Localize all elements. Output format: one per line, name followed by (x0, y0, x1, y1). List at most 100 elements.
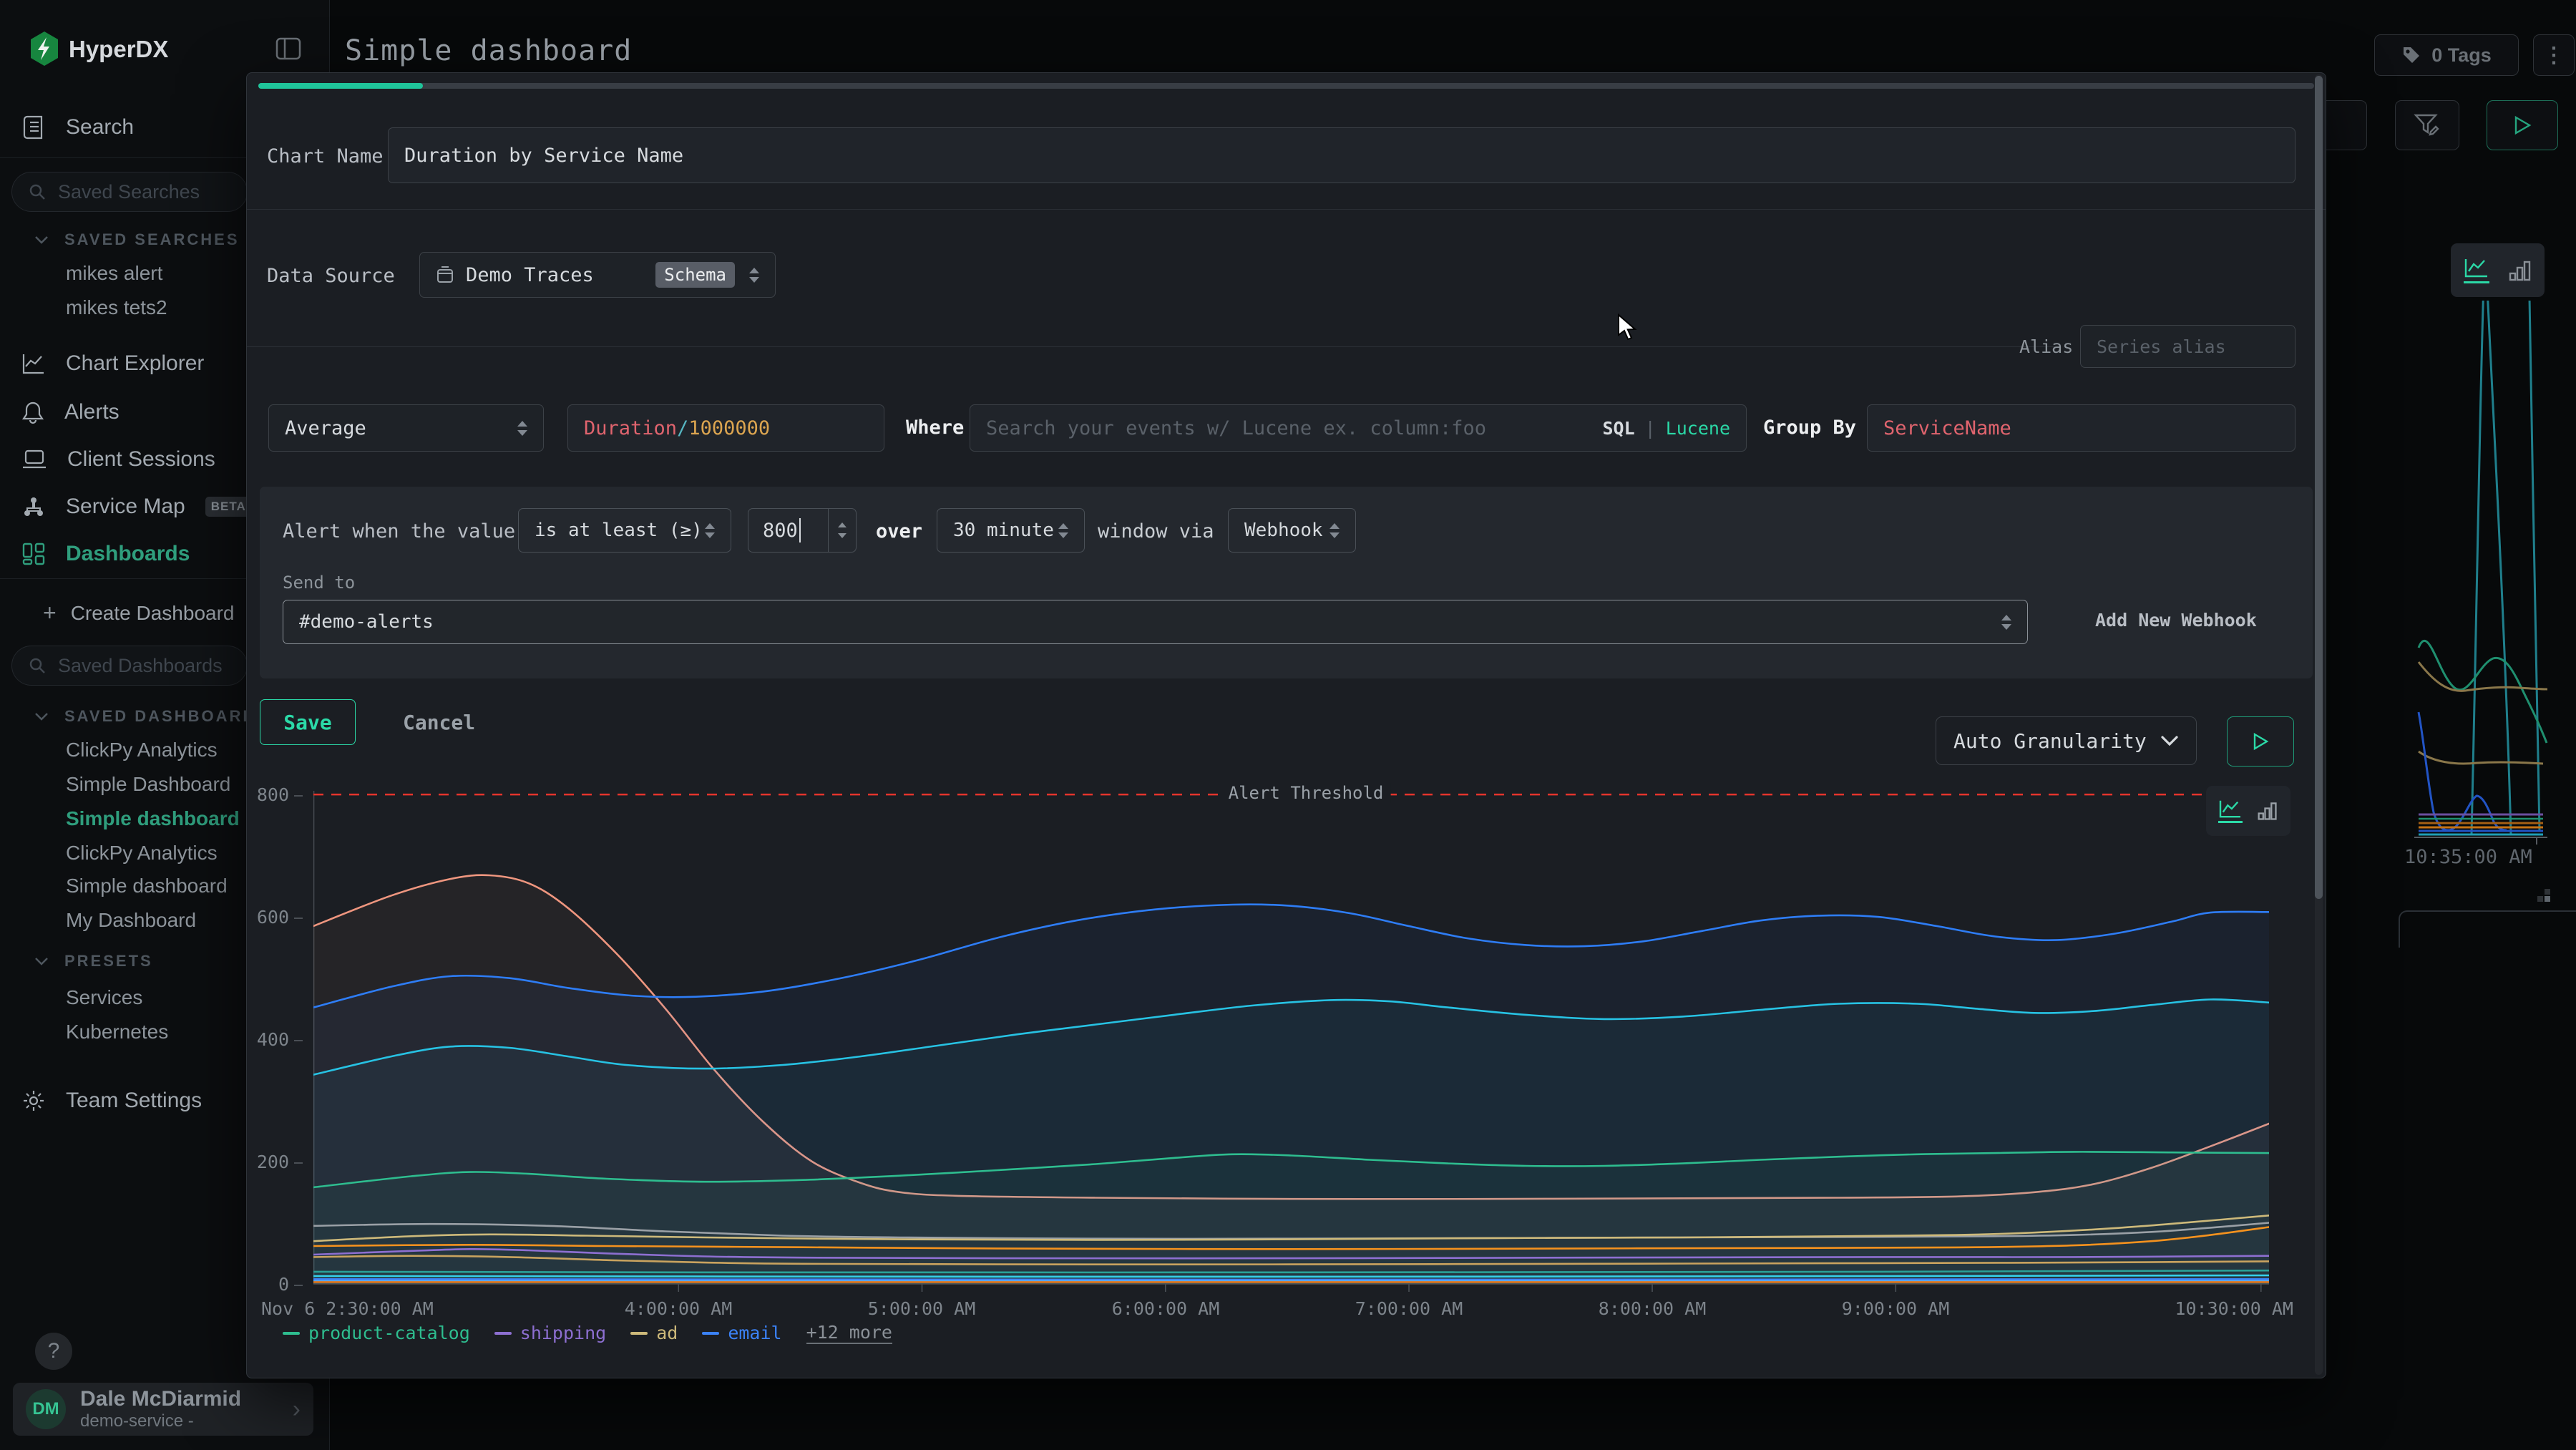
page-title: Simple dashboard (345, 34, 632, 67)
legend-item[interactable]: email (702, 1323, 781, 1343)
hyperdx-logo-icon (29, 31, 60, 66)
chevron-down-icon (2160, 735, 2179, 746)
mouse-cursor (1616, 313, 1641, 342)
legend-more-link[interactable]: +12 more (806, 1322, 892, 1344)
group-by-label: Group By (1763, 417, 1856, 439)
resize-handle-icon[interactable] (2536, 887, 2552, 903)
alert-channel-select[interactable]: Webhook (1228, 508, 1356, 553)
text-caret (799, 518, 801, 542)
add-new-webhook-button[interactable]: Add New Webhook (2095, 610, 2257, 631)
granularity-select[interactable]: Auto Granularity (1936, 716, 2197, 765)
number-spinner[interactable] (828, 509, 856, 552)
search-icon (28, 183, 47, 201)
duration-chart[interactable] (313, 791, 2269, 1292)
x-tick-label: 10:30:00 AM (2175, 1298, 2293, 1319)
dashboards-grid-icon (21, 542, 46, 566)
select-chevrons-icon (1058, 523, 1068, 538)
alias-input[interactable]: Series alias (2080, 325, 2296, 368)
chart-type-toggle-bg[interactable] (2451, 243, 2545, 297)
bg-chart-time-label: 10:35:00 AM (2404, 846, 2576, 868)
presets-header[interactable]: PRESETS (34, 952, 153, 970)
y-tick-label: 800 (253, 784, 303, 805)
search-icon (28, 656, 47, 675)
scroll-progress-thumb[interactable] (258, 83, 423, 89)
chevron-down-icon (34, 235, 49, 244)
service-map-icon (21, 495, 46, 518)
help-button[interactable]: ? (35, 1333, 72, 1370)
create-dashboard-button[interactable]: + Create Dashboard (43, 600, 235, 626)
saved-dashboards-input[interactable]: Saved Dashboards (11, 646, 248, 686)
database-icon (436, 265, 454, 285)
webhook-select[interactable]: #demo-alerts (283, 600, 2028, 644)
x-tick-label: 7:00:00 AM (1355, 1298, 1463, 1319)
brand-name: HyperDX (69, 36, 168, 63)
cancel-button[interactable]: Cancel (403, 711, 475, 734)
divider (247, 209, 2326, 210)
preset-item[interactable]: Kubernetes (66, 1021, 168, 1043)
alert-condition-select[interactable]: is at least (≥) (518, 508, 731, 553)
avatar: DM (26, 1389, 66, 1429)
legend-swatch (494, 1332, 512, 1335)
where-input[interactable]: Search your events w/ Lucene ex. column:… (970, 404, 1747, 452)
dashboard-item-active[interactable]: Simple dashboard (66, 807, 240, 830)
x-tick-label: Nov 6 2:30:00 AM (261, 1298, 434, 1319)
chart-explorer-icon (21, 352, 46, 375)
x-tick-label: 9:00:00 AM (1842, 1298, 1950, 1319)
saved-search-item[interactable]: mikes tets2 (66, 296, 167, 319)
dashboard-item[interactable]: Simple Dashboard (66, 773, 230, 796)
modal-scrollbar[interactable] (2315, 74, 2323, 1375)
over-label: over (876, 520, 922, 542)
y-tick-label: 600 (253, 907, 303, 928)
dashboard-item[interactable]: ClickPy Analytics (66, 842, 218, 865)
y-tick-label: 400 (253, 1029, 303, 1050)
sidebar-collapse-icon[interactable] (274, 34, 303, 63)
group-by-input[interactable]: ServiceName (1867, 404, 2296, 452)
saved-searches-header[interactable]: SAVED SEARCHES (34, 230, 240, 249)
dashboard-item[interactable]: ClickPy Analytics (66, 739, 218, 762)
alert-config-panel: Alert when the value is at least (≥) 800… (260, 487, 2313, 678)
send-to-label: Send to (283, 573, 355, 593)
x-tick-label: 8:00:00 AM (1599, 1298, 1707, 1319)
scroll-progress-track[interactable] (258, 83, 2314, 89)
save-button[interactable]: Save (260, 699, 356, 745)
data-source-label: Data Source (267, 265, 395, 287)
data-source-select[interactable]: Demo Traces Schema (419, 252, 776, 298)
sql-toggle[interactable]: SQL (1602, 418, 1634, 439)
user-menu[interactable]: DM Dale McDiarmid demo-service - › (13, 1383, 313, 1436)
sidebar-item-label: Search (66, 115, 134, 140)
aggregation-select[interactable]: Average (268, 404, 544, 452)
background-chart (2325, 301, 2576, 845)
run-query-button-bg[interactable] (2487, 100, 2558, 150)
line-chart-icon (2464, 257, 2489, 283)
where-label: Where (906, 417, 964, 439)
edit-chart-modal: Chart Name Duration by Service Name Data… (246, 72, 2326, 1378)
modal-scrollbar-thumb[interactable] (2315, 76, 2323, 899)
laptop-icon (21, 449, 47, 470)
legend-item[interactable]: product-catalog (283, 1323, 470, 1343)
saved-search-item[interactable]: mikes alert (66, 262, 162, 285)
filter-button[interactable] (2395, 100, 2459, 150)
saved-searches-input[interactable]: Saved Searches (11, 172, 248, 212)
chart-type-toggle[interactable] (2206, 786, 2290, 836)
play-icon (2513, 115, 2532, 135)
dashboard-item[interactable]: Simple dashboard (66, 875, 228, 897)
alert-threshold-input[interactable]: 800 (748, 508, 857, 553)
select-chevrons-icon (517, 421, 527, 436)
chart-name-input[interactable]: Duration by Service Name (388, 127, 2296, 183)
run-chart-button[interactable] (2227, 716, 2294, 767)
field-input[interactable]: Duration/1000000 (567, 404, 884, 452)
bell-icon (21, 400, 44, 424)
more-options-button[interactable]: ⋮ (2533, 34, 2575, 76)
dashboard-item[interactable]: My Dashboard (66, 909, 196, 932)
chevron-down-icon (34, 957, 49, 965)
preset-item[interactable]: Services (66, 986, 142, 1009)
alert-threshold-label: Alert Threshold (1221, 783, 1391, 803)
legend-item[interactable]: shipping (494, 1323, 606, 1343)
plus-icon: + (43, 600, 57, 626)
select-chevrons-icon (2001, 615, 2011, 630)
tags-button[interactable]: 0 Tags (2374, 34, 2519, 76)
legend-item[interactable]: ad (630, 1323, 678, 1343)
alert-window-select[interactable]: 30 minute (937, 508, 1085, 553)
line-chart-icon (2218, 799, 2243, 823)
lucene-toggle[interactable]: Lucene (1666, 418, 1730, 439)
